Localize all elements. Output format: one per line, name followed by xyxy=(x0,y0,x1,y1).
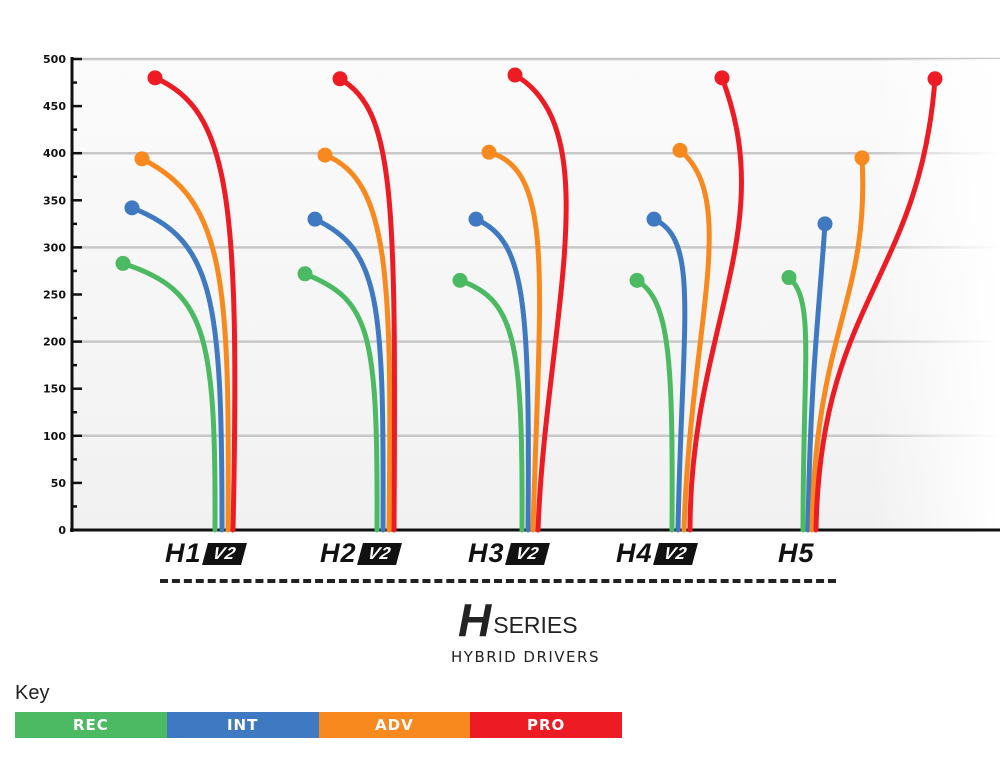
version-badge: V2 xyxy=(504,542,550,565)
curve-h4-rec xyxy=(634,277,675,533)
y-tick-label: 0 xyxy=(58,524,66,537)
peak-dot-h5-rec xyxy=(781,270,797,286)
y-tick-label: 300 xyxy=(43,241,66,254)
y-tick-label: 500 xyxy=(43,53,66,66)
peak-dot-h3-rec xyxy=(452,272,468,288)
peak-dot-h1-rec xyxy=(115,255,131,271)
version-badge: V2 xyxy=(652,542,698,565)
curve-h3-adv xyxy=(486,149,543,533)
y-tick-label: 150 xyxy=(43,383,66,396)
peak-dot-h4-pro xyxy=(714,70,730,86)
y-tick-label: 450 xyxy=(43,100,66,113)
curve-h5-rec xyxy=(786,275,809,533)
product-label-h4: H4 V2 xyxy=(616,538,698,569)
peak-dot-h5-adv xyxy=(854,150,870,166)
peak-dot-h4-int xyxy=(646,211,662,227)
fade-overlay xyxy=(870,59,1000,530)
y-tick-label: 400 xyxy=(43,147,66,160)
curve-h5-int xyxy=(805,221,828,533)
legend-int: INT xyxy=(166,712,319,738)
product-label-h5: H5 xyxy=(778,538,815,569)
product-name: H2 xyxy=(320,538,357,568)
peak-dot-h2-rec xyxy=(297,266,313,282)
product-name: H1 xyxy=(165,538,202,568)
curve-h5-pro xyxy=(813,76,938,533)
peak-dot-h2-adv xyxy=(317,147,333,163)
y-tick-label: 100 xyxy=(43,430,66,443)
version-badge: V2 xyxy=(356,542,402,565)
curve-h2-int xyxy=(312,216,386,533)
dashed-divider xyxy=(160,579,836,583)
curve-h5-adv xyxy=(809,155,866,533)
curve-h4-pro xyxy=(687,75,744,533)
y-tick-label: 200 xyxy=(43,336,66,349)
product-name: H5 xyxy=(778,538,815,568)
legend-pro: PRO xyxy=(470,712,622,738)
product-label-h3: H3 V2 xyxy=(468,538,550,569)
peak-dot-h1-int xyxy=(124,200,140,216)
curve-h1-pro xyxy=(152,75,238,533)
curve-h3-int xyxy=(473,216,531,533)
y-tick-label: 350 xyxy=(43,194,66,207)
product-label-h1: H1 V2 xyxy=(165,538,247,569)
peak-dot-h1-adv xyxy=(134,151,150,167)
curve-h1-int xyxy=(129,205,225,533)
y-tick-label: 250 xyxy=(43,289,66,302)
legend-adv: ADV xyxy=(318,712,471,738)
logo-series-text: SERIES xyxy=(493,612,578,638)
subtitle: HYBRID DRIVERS xyxy=(451,648,600,666)
key-title: Key xyxy=(15,682,50,704)
legend-rec: REC xyxy=(15,712,167,738)
peak-dot-h4-adv xyxy=(672,142,688,158)
peak-dot-h2-int xyxy=(307,211,323,227)
curve-h3-rec xyxy=(457,277,525,533)
logo-mark: H xyxy=(458,594,492,646)
h-series-logo: H SERIES xyxy=(458,594,578,646)
curve-h1-adv xyxy=(139,156,231,533)
peak-dot-h1-pro xyxy=(147,70,163,86)
peak-dot-h4-rec xyxy=(629,272,645,288)
curve-h4-adv xyxy=(677,147,712,533)
peak-dot-h2-pro xyxy=(332,71,348,87)
peak-dot-h3-pro xyxy=(507,67,523,83)
version-badge: V2 xyxy=(201,542,247,565)
product-name: H3 xyxy=(468,538,505,568)
curve-h1-rec xyxy=(120,260,218,533)
peak-dot-h5-int xyxy=(817,216,833,232)
curve-h3-pro xyxy=(512,72,569,533)
legend: REC INT ADV PRO xyxy=(15,712,622,738)
product-name: H4 xyxy=(616,538,653,568)
peak-dot-h3-adv xyxy=(481,144,497,160)
y-tick-label: 50 xyxy=(51,477,67,490)
trajectory-chart: 0 50 100 150 200 250 300 350 400 450 500 xyxy=(43,53,1000,537)
curve-h4-int xyxy=(651,216,688,533)
curve-h2-pro xyxy=(337,76,398,533)
peak-dot-h3-int xyxy=(468,211,484,227)
curve-h2-adv xyxy=(322,152,393,533)
peak-dot-h5-pro xyxy=(927,71,943,87)
product-label-h2: H2 V2 xyxy=(320,538,402,569)
curve-h2-rec xyxy=(302,271,380,533)
